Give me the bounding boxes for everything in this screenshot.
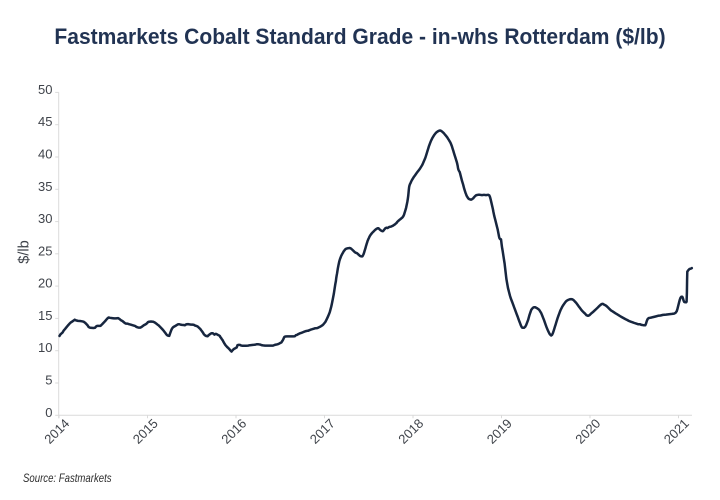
svg-text:2017: 2017 — [307, 416, 338, 447]
svg-text:40: 40 — [38, 147, 52, 162]
svg-text:10: 10 — [38, 340, 52, 355]
svg-text:2014: 2014 — [41, 416, 72, 447]
svg-text:2018: 2018 — [395, 416, 426, 447]
svg-text:0: 0 — [45, 405, 52, 420]
svg-text:2016: 2016 — [218, 416, 249, 447]
svg-text:2015: 2015 — [130, 416, 161, 447]
svg-text:20: 20 — [38, 276, 52, 291]
svg-text:30: 30 — [38, 211, 52, 226]
svg-text:2020: 2020 — [572, 416, 603, 447]
svg-text:2021: 2021 — [661, 416, 692, 447]
svg-text:2019: 2019 — [484, 416, 515, 447]
svg-text:50: 50 — [38, 82, 52, 97]
svg-text:$/lb: $/lb — [16, 240, 32, 263]
svg-text:45: 45 — [38, 114, 52, 129]
svg-text:15: 15 — [38, 308, 52, 323]
svg-text:25: 25 — [38, 243, 52, 258]
svg-text:5: 5 — [45, 373, 52, 388]
svg-text:35: 35 — [38, 179, 52, 194]
